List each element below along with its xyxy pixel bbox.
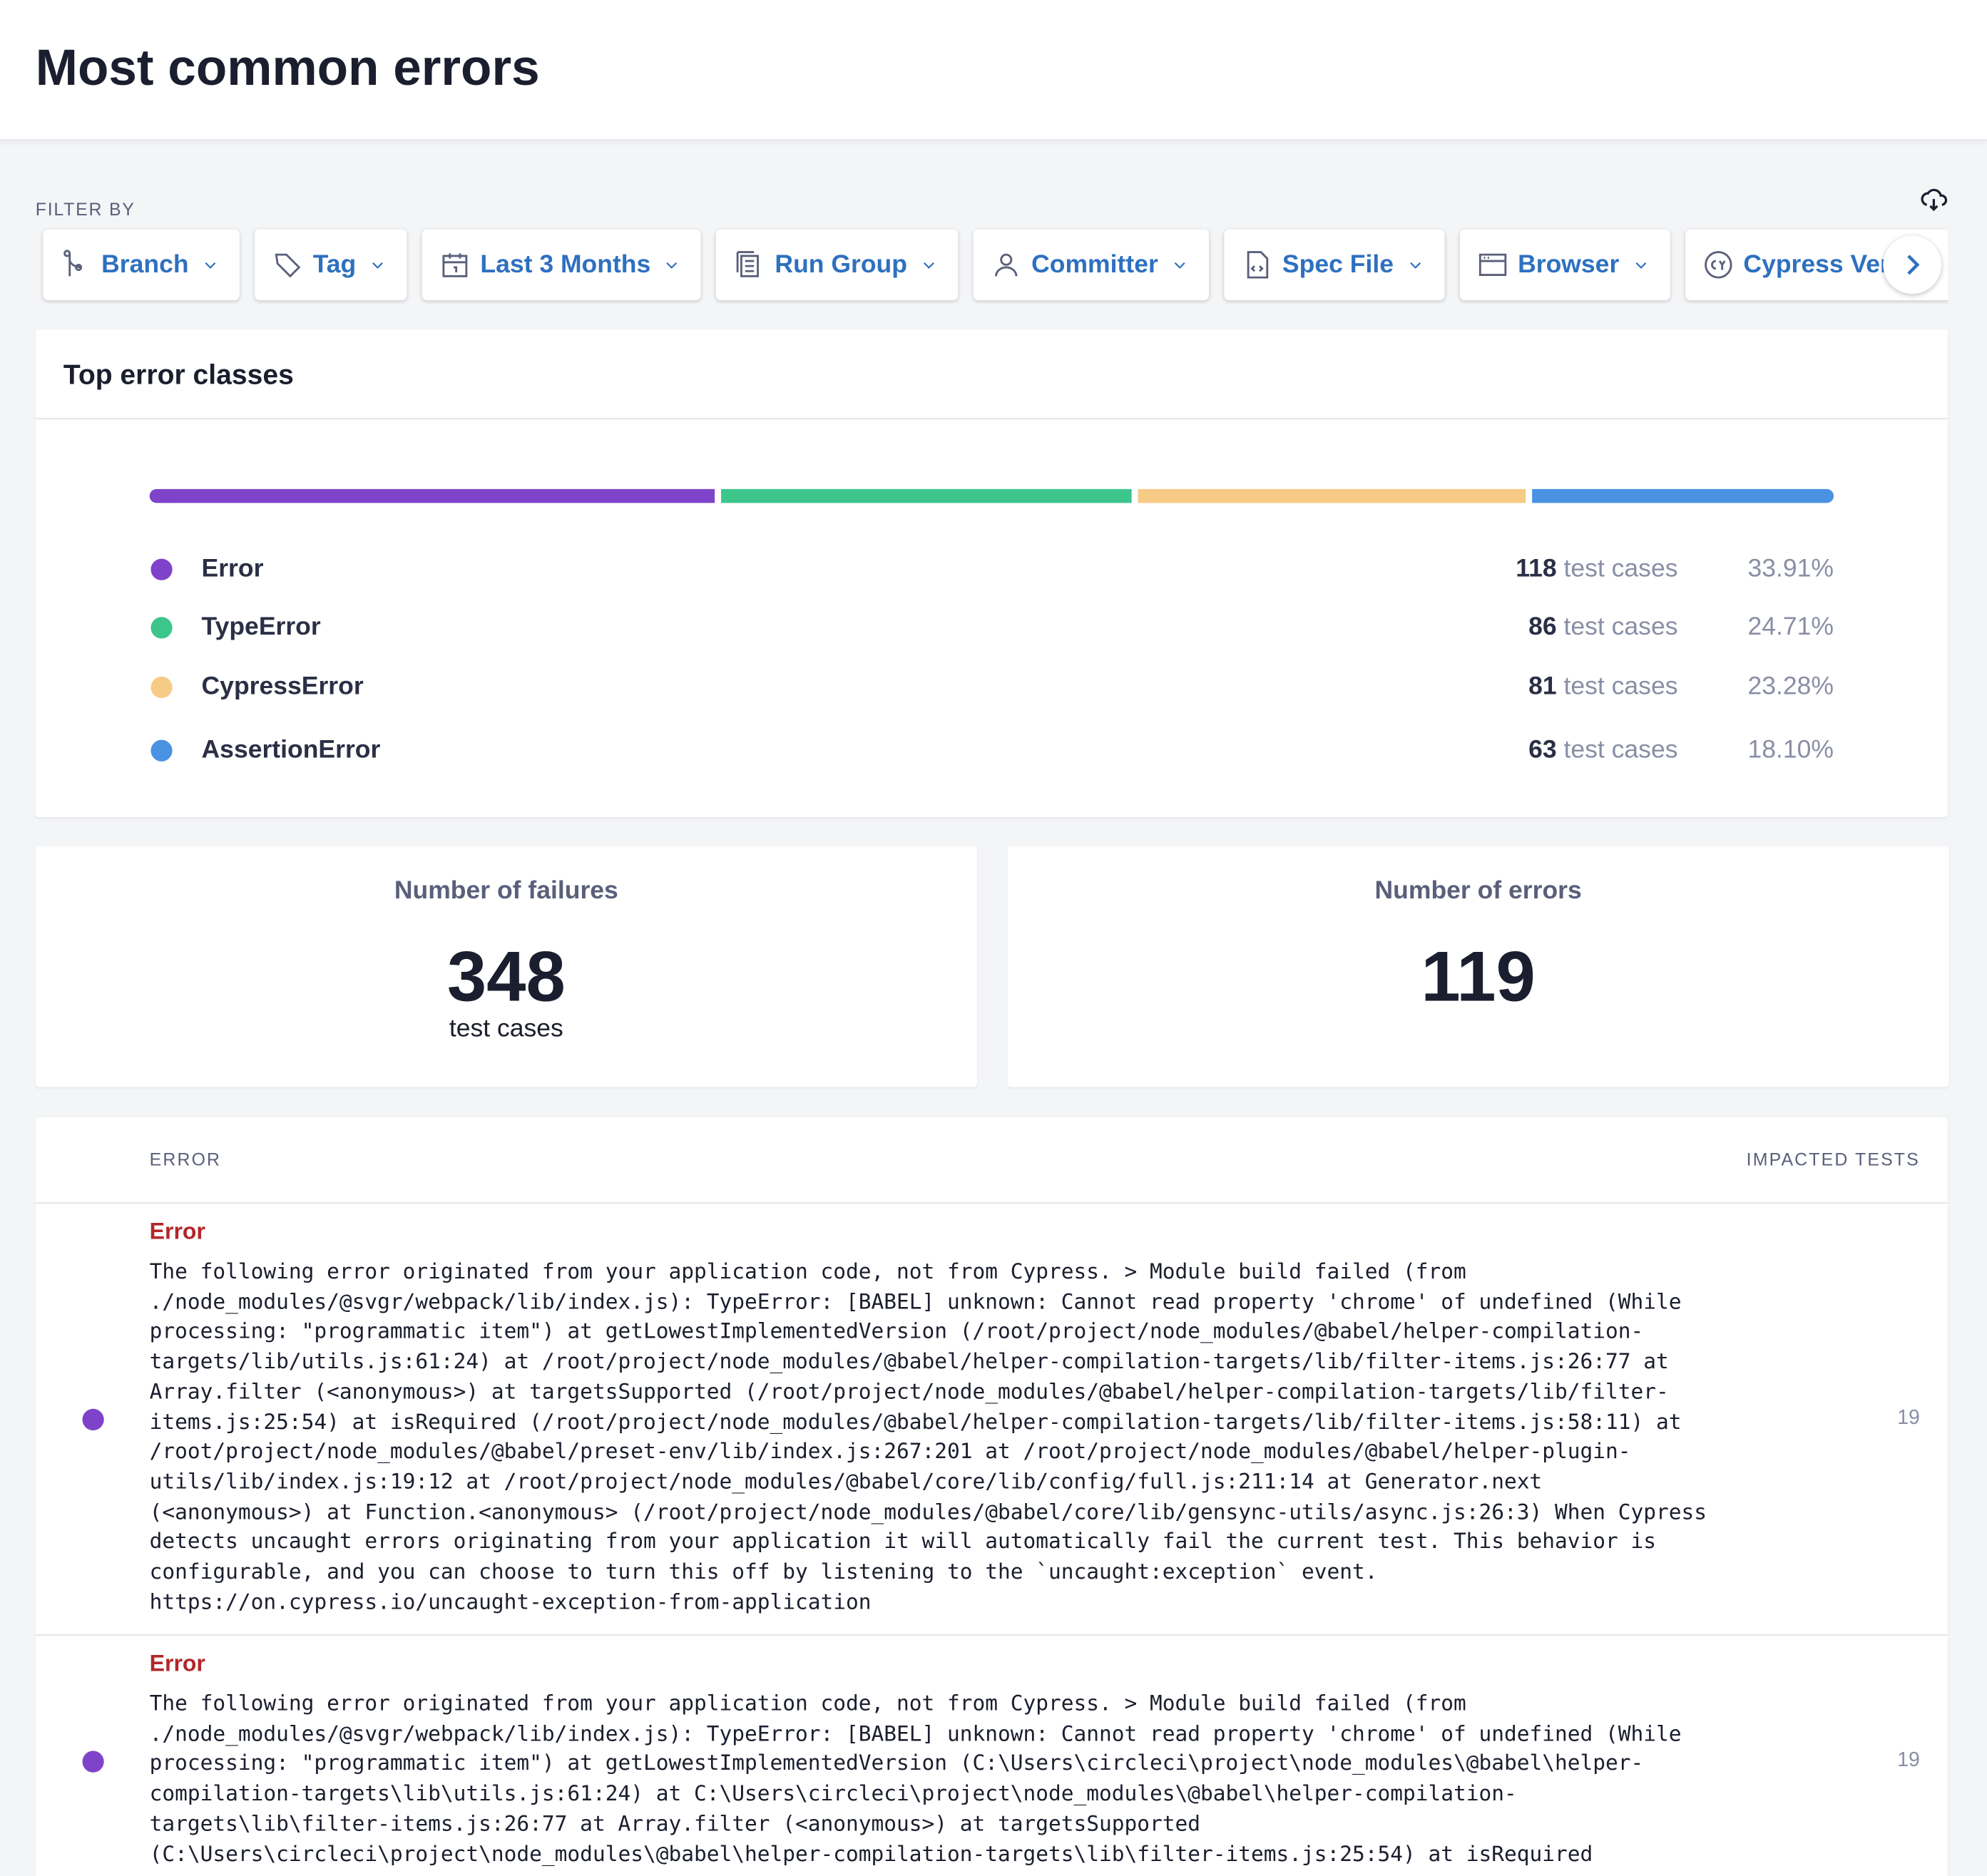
legend-row: TypeError 86 test cases 24.71% [150, 608, 1834, 646]
legend-dot [150, 676, 173, 699]
bar-segment [149, 488, 715, 503]
stat-unit: test cases [449, 1015, 563, 1043]
percent: 18.10% [1747, 736, 1834, 764]
percent: 23.28% [1747, 672, 1834, 701]
count-unit: test cases [1563, 736, 1678, 764]
legend-dot [150, 739, 173, 762]
impacted-count: 19 [1897, 1408, 1920, 1430]
divider [35, 1202, 1948, 1204]
download-button[interactable] [1920, 186, 1948, 214]
legend-dot [150, 617, 173, 639]
table-row[interactable]: Error The following error originated from… [35, 1204, 1948, 1636]
bar-segment [1138, 488, 1526, 503]
filter-label-text: Spec File [1282, 250, 1394, 279]
icon [1704, 251, 1732, 279]
scroll-right-button[interactable] [1883, 235, 1942, 294]
count: 63 test cases [1528, 736, 1677, 765]
count-value: 118 [1516, 555, 1557, 583]
errors-table: ERROR IMPACTED TESTS Error The following … [35, 1117, 1948, 1876]
stat-value: 348 [446, 936, 566, 1016]
filter-label-text: Run Group [775, 250, 907, 279]
error-class: Error [149, 1651, 205, 1676]
filter-bar: Branch Tag Last 3 Months Run Group Committer… [36, 223, 1948, 307]
icon [667, 262, 678, 269]
icon [923, 262, 934, 269]
filter-chip[interactable]: Last 3 Months [422, 229, 702, 301]
error-message: The following error originated from your… [149, 1691, 1695, 1866]
stat-label: Number of failures [394, 876, 618, 905]
page-title: Most common errors [35, 40, 540, 97]
filter-label: FILTER BY [35, 198, 136, 220]
icon [275, 253, 301, 278]
filter-chip[interactable]: Committer [973, 229, 1209, 301]
stacked-bar [149, 488, 1834, 503]
icon [205, 262, 216, 269]
icon [372, 262, 383, 269]
filter-chip[interactable]: Browser [1459, 229, 1670, 301]
filter-chip[interactable]: Spec File [1224, 229, 1445, 301]
bar-segment [720, 488, 1133, 503]
error-class-name: AssertionError [201, 736, 381, 764]
icon [737, 251, 760, 277]
percent: 33.91% [1747, 555, 1834, 583]
filter-label-text: Tag [312, 250, 357, 279]
icon [63, 250, 83, 277]
percent: 24.71% [1747, 612, 1834, 642]
icon [1478, 253, 1506, 276]
error-class-name: TypeError [201, 612, 321, 642]
count-value: 81 [1528, 672, 1557, 701]
legend-dot [150, 558, 173, 580]
stat-label: Number of errors [1374, 876, 1582, 905]
count: 86 test cases [1528, 613, 1677, 642]
count: 81 test cases [1528, 672, 1677, 702]
stat-value: 119 [1421, 936, 1536, 1016]
error-class: Error [149, 1219, 205, 1244]
icon [442, 253, 468, 277]
card-title: Top error classes [63, 358, 294, 391]
impacted-count: 19 [1897, 1749, 1920, 1771]
error-class-name: Error [201, 555, 264, 583]
count-unit: test cases [1563, 612, 1678, 642]
icon [1409, 262, 1421, 269]
legend-row: Error 118 test cases 33.91% [150, 550, 1834, 588]
column-header: IMPACTED TESTS [1746, 1149, 1920, 1169]
count-value: 63 [1528, 736, 1557, 764]
bar-segment [1532, 488, 1834, 503]
icon [1174, 262, 1185, 269]
filter-label-text: Last 3 Months [480, 250, 651, 279]
header: Most common errors [0, 0, 1987, 141]
count-unit: test cases [1563, 672, 1678, 701]
failures-card: Number of failures 348 test cases [35, 846, 977, 1087]
top-error-classes-card: Top error classes Error 118 test cases 33.… [35, 329, 1948, 818]
icon [1635, 262, 1646, 269]
filter-chip[interactable]: Branch [43, 229, 240, 301]
error-message: The following error originated from your… [149, 1259, 1720, 1614]
count: 118 test cases [1516, 555, 1677, 584]
icon [994, 253, 1018, 277]
legend-row: CypressError 81 test cases 23.28% [150, 667, 1834, 705]
error-class-name: CypressError [201, 672, 364, 701]
divider [35, 418, 1948, 420]
filter-chip[interactable]: Run Group [716, 229, 959, 301]
filter-chip[interactable]: Tag [254, 229, 407, 301]
errors-card: Number of errors 119 [1007, 846, 1949, 1087]
icon [1247, 251, 1269, 279]
count-unit: test cases [1563, 555, 1678, 583]
status-dot [82, 1408, 104, 1431]
legend-row: AssertionError 63 test cases 18.10% [150, 731, 1834, 769]
column-header: ERROR [149, 1149, 222, 1169]
table-row[interactable]: Error The following error originated from… [36, 1636, 1948, 1876]
filter-label-text: Browser [1518, 250, 1620, 279]
status-dot [82, 1751, 104, 1773]
filter-label-text: Committer [1031, 250, 1158, 279]
filter-label-text: Branch [101, 250, 189, 279]
count-value: 86 [1528, 612, 1557, 642]
